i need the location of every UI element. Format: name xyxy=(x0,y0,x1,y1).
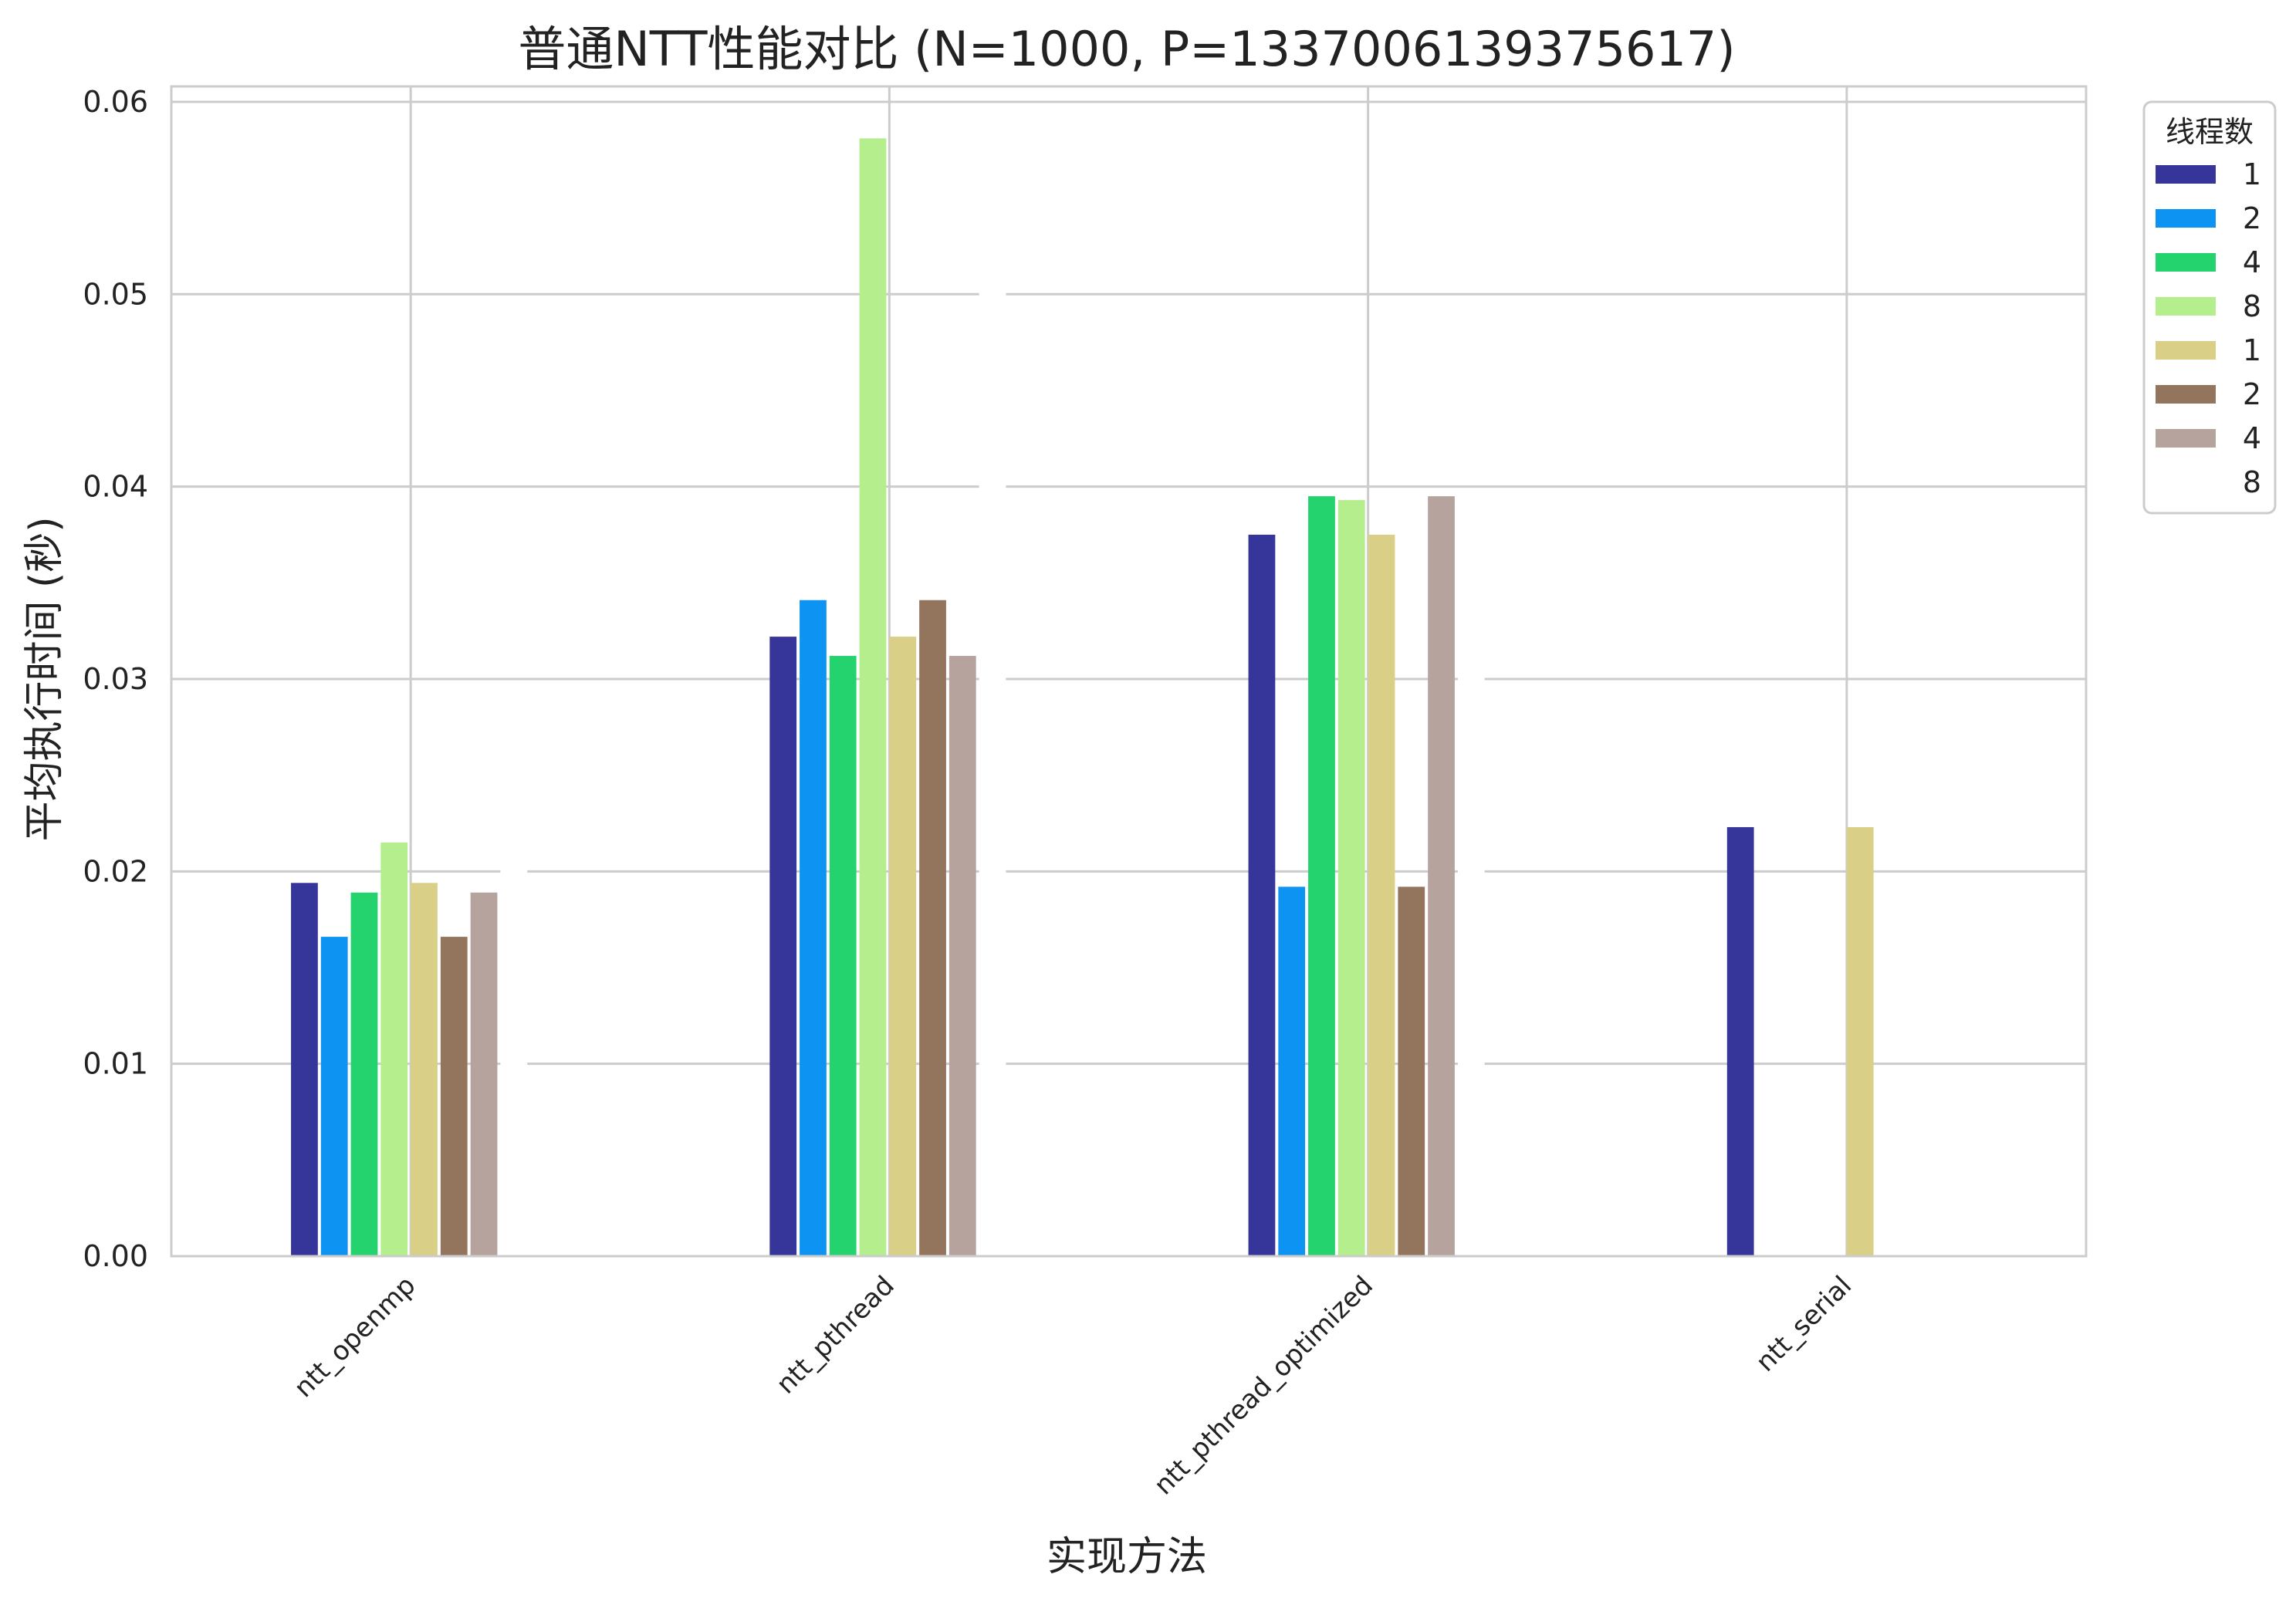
legend-swatch xyxy=(2156,385,2216,404)
bar xyxy=(320,937,348,1256)
bar xyxy=(889,637,917,1256)
bar xyxy=(440,937,468,1256)
legend-swatch xyxy=(2156,209,2216,228)
bar xyxy=(1368,534,1395,1256)
legend-label: 2 xyxy=(2243,377,2261,411)
legend-label: 8 xyxy=(2243,465,2261,499)
bar xyxy=(1726,826,1754,1256)
y-tick-label: 0.06 xyxy=(83,85,148,119)
y-tick-labels: 0.00 0.01 0.02 0.03 0.04 0.05 0.06 xyxy=(83,85,148,1273)
y-tick-label: 0.03 xyxy=(83,662,148,696)
legend-swatch xyxy=(2156,297,2216,316)
bar xyxy=(470,892,498,1256)
plot-frame xyxy=(170,85,2088,1258)
chart-title: 普通NTT性能对比 (N=1000, P=1337006139375617) xyxy=(518,21,1735,77)
bar xyxy=(291,883,318,1256)
legend-label: 1 xyxy=(2243,157,2261,191)
bar xyxy=(979,138,1006,1256)
bar xyxy=(1278,887,1306,1256)
bar xyxy=(1248,534,1276,1256)
bar xyxy=(500,842,528,1256)
legend-swatch xyxy=(2156,165,2216,184)
bar xyxy=(1337,500,1365,1256)
bar xyxy=(800,600,827,1256)
bar xyxy=(1428,496,1455,1256)
bar xyxy=(411,883,438,1256)
x-axis-label: 实现方法 xyxy=(1047,1534,1207,1580)
bar xyxy=(1398,887,1425,1256)
bar xyxy=(380,842,408,1256)
bar xyxy=(1308,496,1335,1256)
y-tick-label: 0.02 xyxy=(83,854,148,888)
bar xyxy=(350,892,378,1256)
bar xyxy=(859,138,887,1256)
y-tick-label: 0.04 xyxy=(83,470,148,504)
bar xyxy=(948,656,976,1256)
y-tick-label: 0.05 xyxy=(83,277,148,311)
legend-swatch xyxy=(2156,429,2216,448)
legend-label: 4 xyxy=(2243,245,2261,279)
y-tick-label: 0.00 xyxy=(83,1239,148,1273)
bar xyxy=(1457,500,1485,1256)
legend-swatch xyxy=(2156,473,2216,492)
bar xyxy=(1846,826,1874,1256)
legend-label: 8 xyxy=(2243,289,2261,323)
bars xyxy=(291,138,1874,1256)
bar xyxy=(769,637,797,1256)
bar xyxy=(919,600,946,1256)
legend-label: 4 xyxy=(2243,421,2261,455)
legend-swatch xyxy=(2156,253,2216,272)
bar xyxy=(829,656,857,1256)
legend-label: 2 xyxy=(2243,201,2261,235)
legend-swatch xyxy=(2156,341,2216,360)
y-tick-label: 0.01 xyxy=(83,1047,148,1081)
legend-label: 1 xyxy=(2243,333,2261,367)
y-axis-label: 平均执行时间 (秒) xyxy=(22,516,68,841)
legend-title: 线程数 xyxy=(2166,115,2254,149)
